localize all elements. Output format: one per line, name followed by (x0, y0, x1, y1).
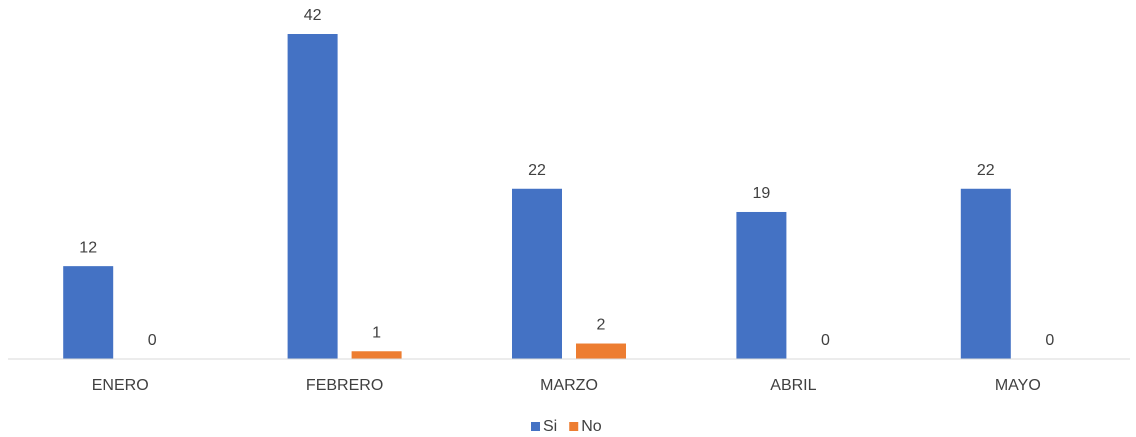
bar (576, 343, 626, 359)
legend-swatch (569, 422, 579, 431)
legend-label: Si (543, 418, 557, 435)
legend-swatch (531, 422, 540, 431)
data-label: 0 (148, 332, 157, 349)
data-label: 1 (372, 324, 381, 341)
bar (736, 211, 787, 359)
x-tick-label: MARZO (540, 377, 598, 394)
data-label: 22 (528, 162, 546, 179)
x-tick-label: MAYO (995, 377, 1041, 394)
bar (960, 188, 1011, 359)
bar (287, 34, 338, 359)
data-label: 0 (1045, 332, 1054, 349)
bar (351, 351, 402, 359)
legend-label: No (581, 418, 602, 435)
x-tick-label: FEBRERO (306, 377, 383, 394)
bar (512, 188, 562, 359)
data-label: 19 (753, 185, 771, 202)
bar (63, 266, 114, 359)
data-label: 2 (597, 317, 606, 334)
data-label: 12 (79, 239, 97, 256)
data-label: 0 (821, 332, 830, 349)
data-label: 42 (304, 7, 322, 24)
x-tick-label: ABRIL (770, 377, 816, 394)
data-label: 22 (977, 162, 995, 179)
x-tick-label: ENERO (92, 377, 149, 394)
